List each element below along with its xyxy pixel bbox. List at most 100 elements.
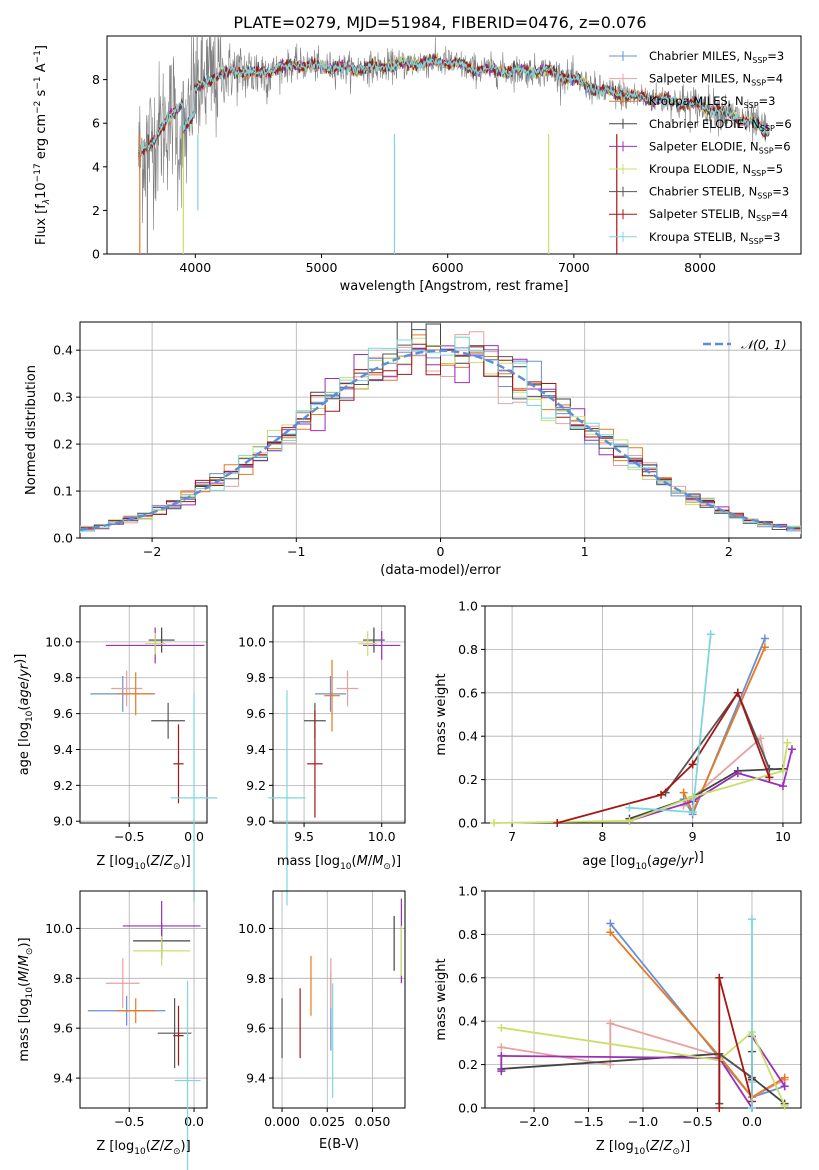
- spectrum-ylabel-part: −1: [33, 76, 43, 89]
- legend-entry-name: Salpeter ELODIE,: [649, 139, 750, 153]
- weight-marker: [553, 819, 562, 827]
- spectrum-axes: 4000 5000 6000 7000 8000 0 2 4 6 8: [92, 35, 802, 275]
- residuals-hist-kroupa-stelib: [80, 336, 801, 535]
- legend-entry-count: =5: [766, 162, 783, 176]
- weight-age-ytick-label: 0.6: [458, 685, 478, 700]
- weight-Z-xlabel: Z [log10(Z/Z⊙)]: [596, 1139, 690, 1157]
- weight-marker: [688, 760, 697, 769]
- residuals-legend-label: 𝒩(0, 1): [741, 337, 787, 352]
- mass-Z-xlabel-part: Z: [150, 1139, 161, 1154]
- weight-Z-frame: [484, 890, 802, 1109]
- weight-Z-ytick-label: 0.0: [458, 1101, 478, 1116]
- age-Z-ylabel-part: age: [17, 681, 32, 705]
- residuals-xtick-label: 1: [581, 544, 589, 559]
- mass-Z-points: [87, 900, 201, 1170]
- weight-line: [718, 977, 753, 1108]
- weight-age-ytick-label: 0.4: [458, 729, 478, 744]
- weight-Z-ytick-label: 1.0: [458, 884, 478, 899]
- legend-entry-sub: SSP: [751, 169, 766, 178]
- weight-marker: [747, 915, 756, 924]
- spectrum-model-line: [138, 57, 770, 156]
- figure-title: PLATE=0279, MJD=51984, FIBERID=0476, z=0…: [233, 13, 646, 32]
- weight-marker: [778, 782, 787, 791]
- age-Z-frame: [79, 605, 208, 824]
- spectrum-ylabel-part: λ: [42, 199, 52, 205]
- age-Z-ylabel-part: 10: [25, 710, 35, 722]
- legend-entry-count: =4: [766, 72, 783, 86]
- mass-EBV-ytick-label: 9.8: [246, 971, 266, 986]
- age-Z-ylabel-part: /: [17, 676, 32, 681]
- residuals-ytick-label: 0.0: [53, 531, 73, 546]
- weight-Z-xlabel-part: ⊙: [672, 1147, 680, 1157]
- age-mass-xlabel-part: )]: [391, 854, 401, 869]
- age-Z-ylabel-part: age [log: [17, 722, 32, 775]
- weight-marker: [760, 634, 769, 643]
- legend-entry-sub: SSP: [752, 56, 767, 65]
- mass-EBV-axes: 0.000 0.025 0.050 9.4 9.6 9.8 10.0: [238, 890, 406, 1129]
- weight-Z-xlabel-part: )]: [680, 1139, 690, 1154]
- age-mass-xlabel-part: (: [352, 854, 357, 869]
- weight-Z-xtick-label: −2.0: [519, 1114, 549, 1129]
- age-Z-xlabel-part: Z: [163, 854, 174, 869]
- legend-entry: Kroupa ELODIE, NSSP=5: [649, 162, 783, 178]
- weight-age-series: [490, 630, 796, 827]
- residuals-ylabel: Normed distribution: [24, 365, 39, 495]
- weight-marker: [778, 766, 787, 775]
- legend-entry: Chabrier STELIB, NSSP=3: [649, 185, 789, 201]
- age-Z-xlabel-part: 10: [134, 862, 146, 872]
- legend-entry-count: =6: [775, 117, 792, 131]
- spectrum-ytick-label: 6: [92, 116, 100, 131]
- mass-Z-xlabel-part: /: [160, 1139, 165, 1154]
- legend-entry-sub: SSP: [759, 146, 774, 155]
- age-mass-xtick-label: 10.0: [368, 829, 396, 844]
- legend-entry-n: N: [744, 49, 753, 63]
- mass-Z-ylabel-part: M: [17, 971, 32, 982]
- mass-Z-ylabel-part: /: [17, 966, 32, 971]
- weight-marker: [679, 788, 688, 797]
- legend-entry-count: =3: [764, 230, 781, 244]
- weight-marker: [715, 973, 724, 982]
- spectrum-xtick-label: 7000: [558, 260, 590, 275]
- age-mass-axes: 9.5 10.0 9.0 9.2 9.4 9.6 9.8 10.0: [238, 605, 406, 844]
- weight-marker: [497, 1043, 506, 1052]
- weight-marker: [657, 790, 666, 799]
- mass-Z-xlabel-part: )]: [181, 1139, 191, 1154]
- spectrum-xtick-label: 4000: [179, 260, 211, 275]
- mass-EBV-xlabel: E(B-V): [319, 1137, 359, 1152]
- age-Z-ylabel-part: (: [17, 706, 32, 711]
- legend-entry-count: =3: [759, 94, 776, 108]
- weight-age-ytick-label: 0.0: [458, 816, 478, 831]
- legend-entry-count: =3: [767, 49, 784, 63]
- weight-marker: [765, 773, 774, 782]
- mass-Z-ytick-label: 9.4: [53, 1071, 73, 1086]
- weight-Z-xlabel-part: Z [log: [596, 1139, 634, 1154]
- age-mass-ytick-label: 10.0: [238, 634, 266, 649]
- age-mass-xtick-label: 9.5: [294, 829, 314, 844]
- weight-Z-ytick-label: 0.4: [458, 1014, 478, 1029]
- weight-marker: [780, 1073, 789, 1082]
- weight-marker: [780, 1101, 789, 1110]
- mass-Z-xlabel-part: ⊙: [173, 1147, 181, 1157]
- age-mass-ytick-label: 9.6: [246, 706, 266, 721]
- spectrum-ytick-label: 2: [92, 203, 100, 218]
- legend-entry-sub: SSP: [744, 101, 759, 110]
- residuals-ytick-label: 0.4: [53, 343, 73, 358]
- weight-marker: [787, 745, 796, 754]
- legend-entry-n: N: [742, 72, 751, 86]
- spectrum-xtick-label: 5000: [306, 260, 338, 275]
- legend-entry-n: N: [750, 139, 759, 153]
- residuals-xtick-label: −1: [287, 544, 305, 559]
- weight-marker: [760, 643, 769, 652]
- age-mass-xlabel-part: M: [357, 854, 368, 869]
- weight-age-xlabel-part: 10: [635, 862, 647, 872]
- weight-Z-xlabel-part: /: [659, 1139, 664, 1154]
- age-mass-xlabel: mass [log10(M/M⊙)]: [277, 854, 401, 872]
- legend-entry-n: N: [735, 94, 744, 108]
- spectrum-xtick-label: 6000: [432, 260, 464, 275]
- legend-entry-n: N: [740, 230, 749, 244]
- weight-marker: [497, 1051, 506, 1060]
- weight-age-xlabel: age [log10(age/yr)]: [582, 850, 704, 872]
- spectrum-frame: [106, 35, 802, 255]
- weight-marker: [688, 792, 697, 801]
- weight-marker: [715, 1104, 724, 1112]
